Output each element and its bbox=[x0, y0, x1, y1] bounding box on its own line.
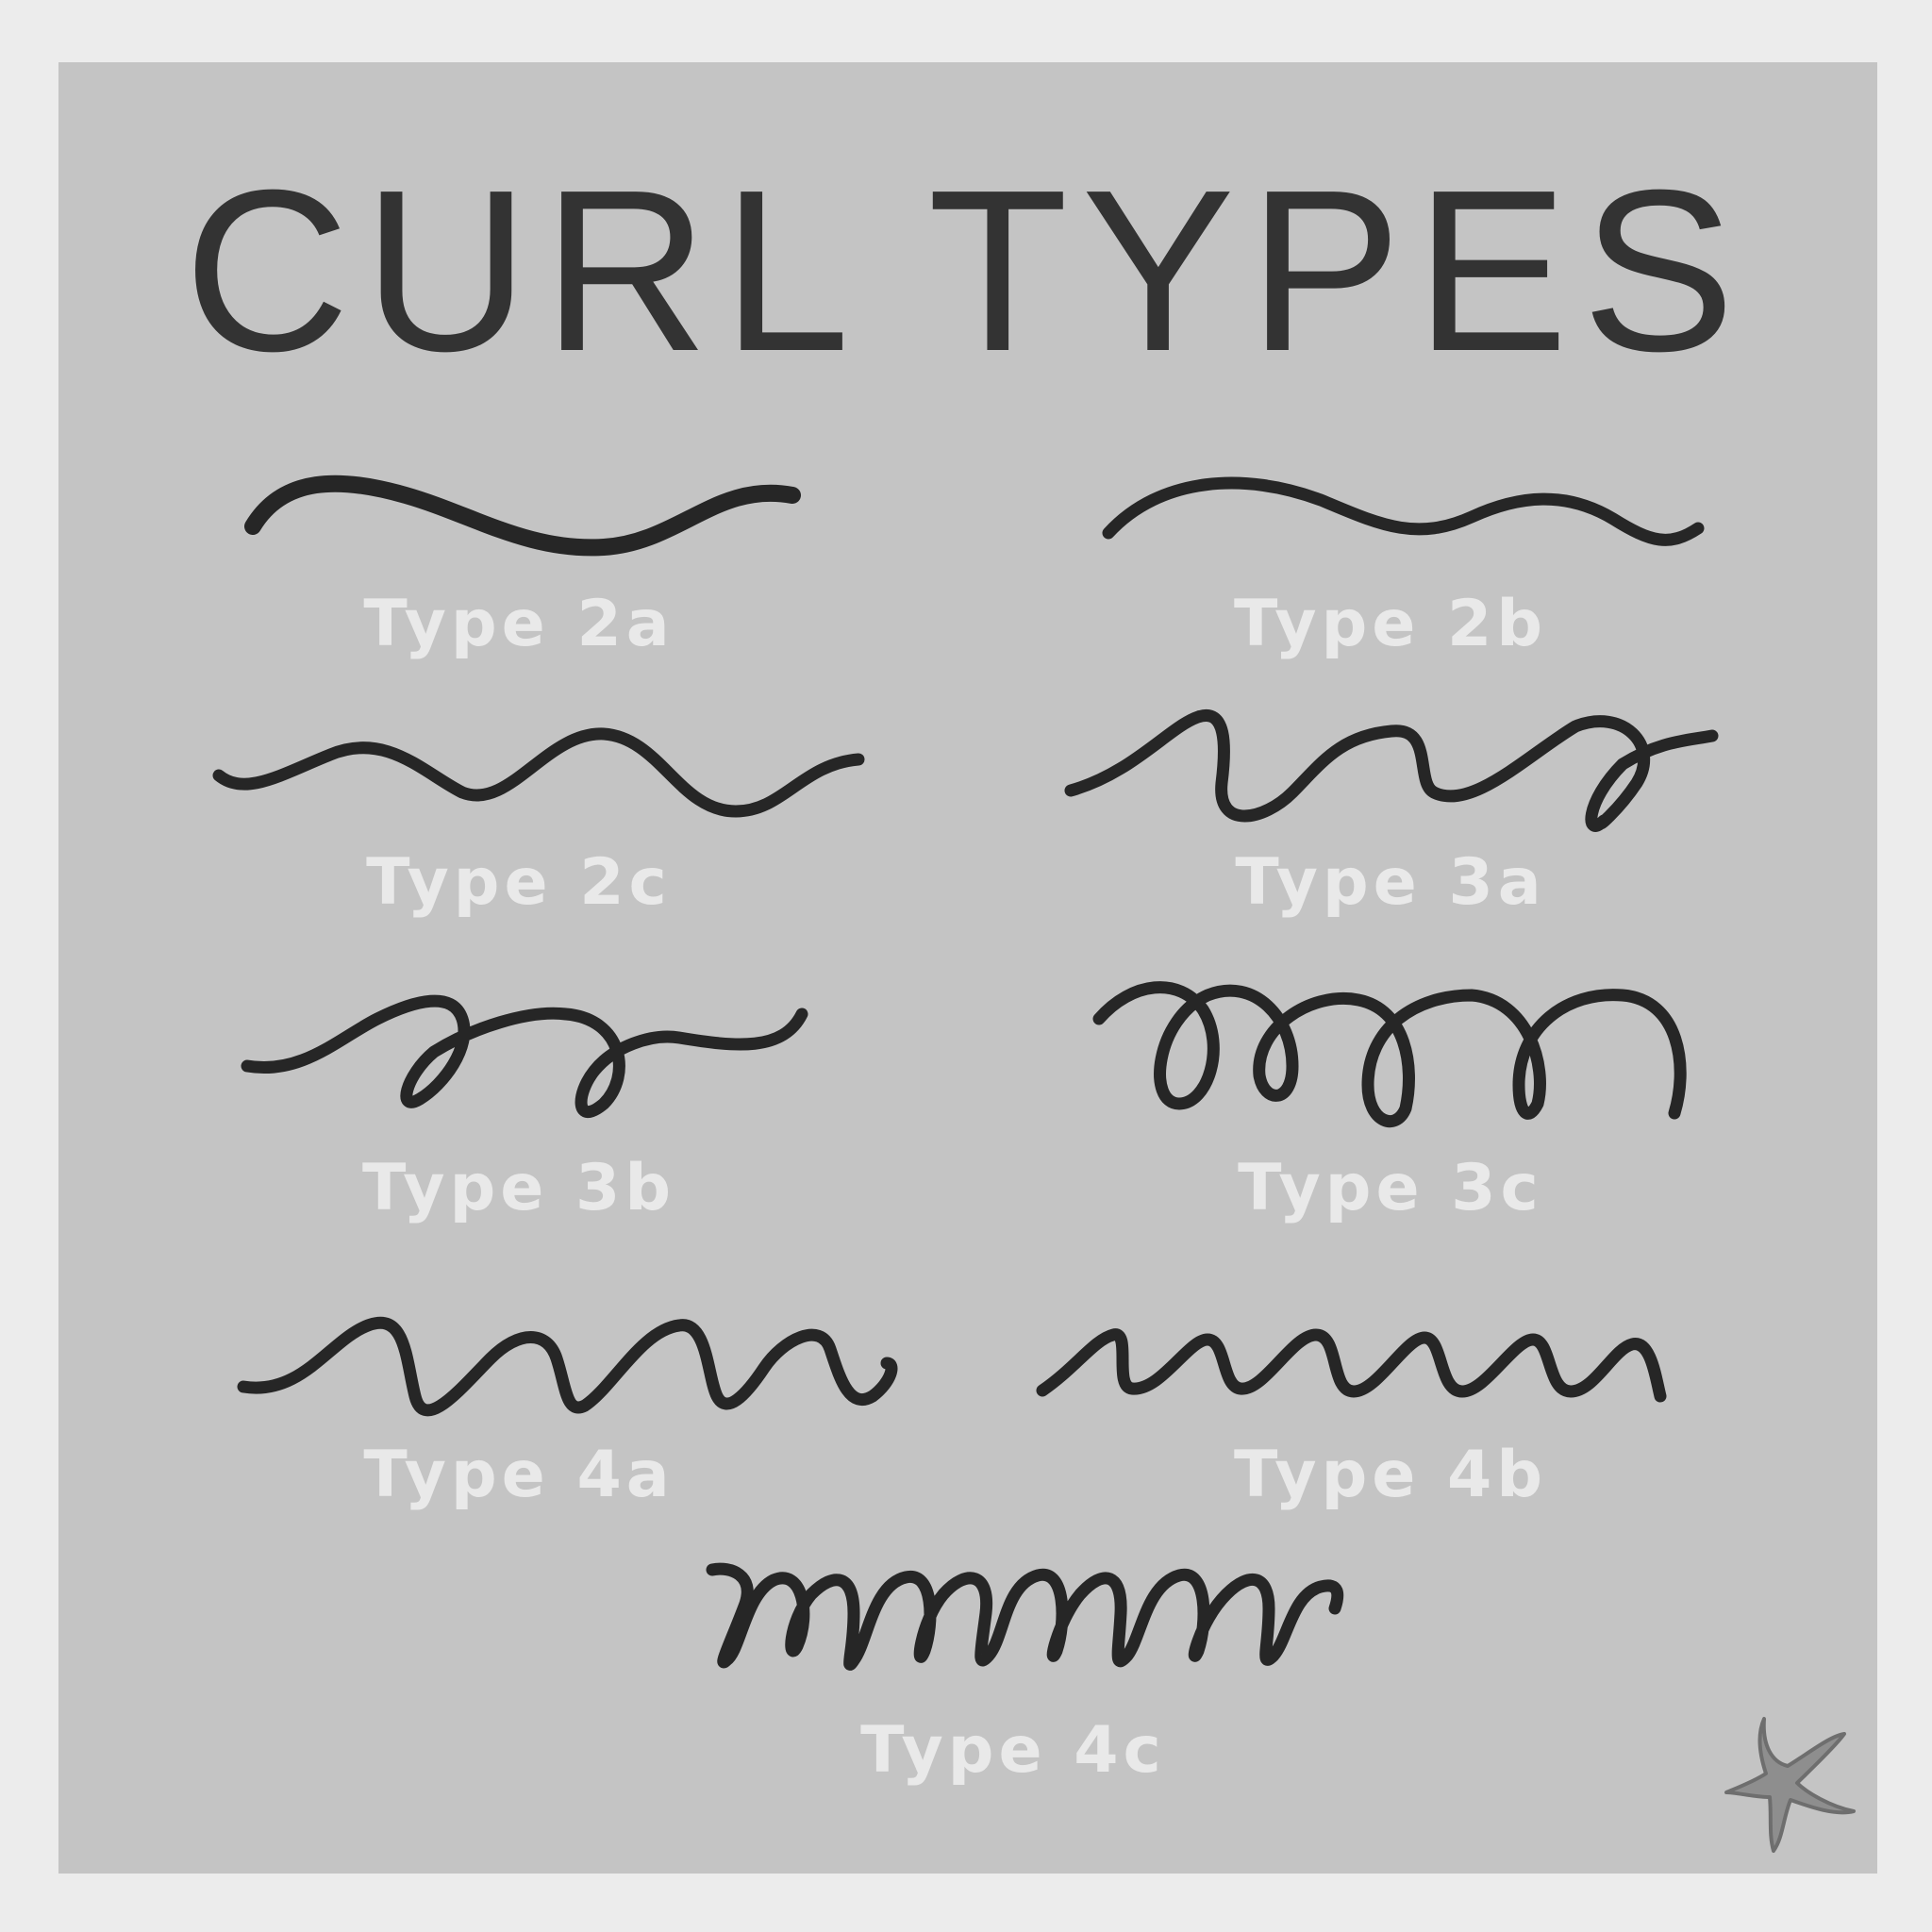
curl-stroke-4b bbox=[1036, 1328, 1667, 1403]
curl-stroke-3a bbox=[1064, 709, 1719, 832]
curl-stroke-4a bbox=[237, 1317, 898, 1417]
label-type-2c: Type 2c bbox=[366, 845, 672, 920]
label-type-2b: Type 2b bbox=[1233, 587, 1548, 661]
curl-stroke-3c bbox=[1092, 981, 1687, 1128]
label-type-3a: Type 3a bbox=[1235, 845, 1546, 920]
label-type-4b: Type 4b bbox=[1233, 1438, 1548, 1512]
curl-stroke-3b bbox=[241, 994, 808, 1118]
label-type-2a: Type 2a bbox=[363, 587, 675, 661]
poster-panel bbox=[58, 62, 1877, 1874]
label-type-3c: Type 3c bbox=[1238, 1151, 1543, 1225]
page-title: CURL TYPES bbox=[183, 142, 1749, 399]
label-type-4c: Type 4c bbox=[860, 1713, 1166, 1788]
curl-stroke-2b bbox=[1102, 476, 1705, 546]
curl-stroke-4c bbox=[706, 1562, 1344, 1671]
starfish-icon bbox=[1724, 1717, 1856, 1853]
curl-stroke-2c bbox=[212, 727, 865, 818]
curl-stroke-2a bbox=[244, 475, 801, 557]
label-type-3b: Type 3b bbox=[361, 1151, 676, 1225]
label-type-4a: Type 4a bbox=[363, 1438, 675, 1512]
